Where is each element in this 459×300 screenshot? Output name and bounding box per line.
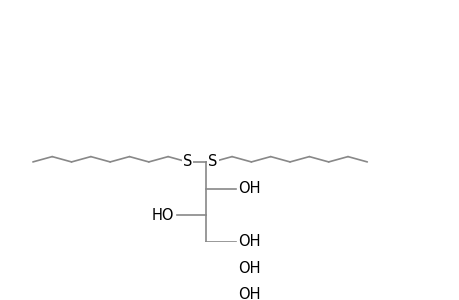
Text: OH: OH (238, 261, 261, 276)
Text: OH: OH (238, 287, 261, 300)
Text: HO: HO (151, 208, 174, 223)
Text: OH: OH (238, 181, 261, 196)
Text: OH: OH (238, 234, 261, 249)
Text: S: S (207, 154, 217, 169)
Text: S: S (182, 154, 192, 169)
